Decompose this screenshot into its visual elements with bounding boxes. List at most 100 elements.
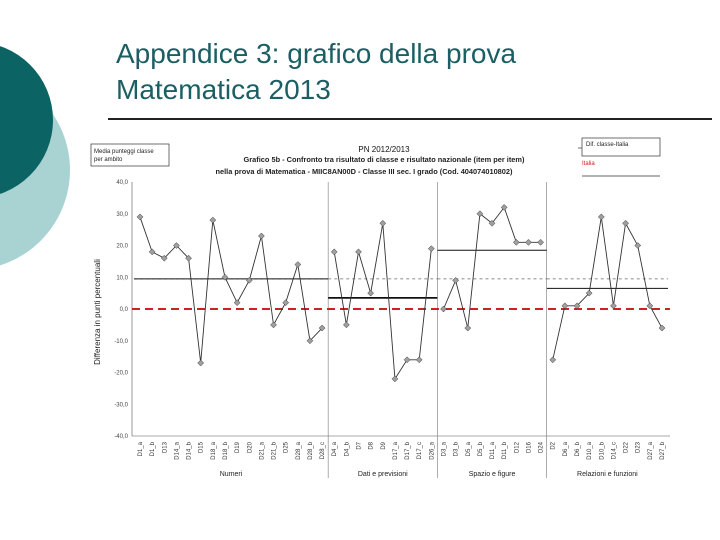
data-point-marker [318,324,326,332]
title-divider [108,118,712,120]
data-point-marker [148,248,156,256]
slide-title: Appendice 3: grafico della prova Matemat… [116,36,696,108]
x-tick-label: D25 [284,441,290,453]
data-point-marker [464,324,472,332]
data-point-marker [270,321,277,329]
data-point-marker [330,248,338,256]
comparison-chart: Media punteggi classe per ambito Dif. cl… [90,137,670,478]
data-point-marker [294,261,302,268]
group-labels: Numeri Dati e previsioni Spazio e figure Re… [220,471,638,478]
data-point-marker [282,299,290,307]
y-tick-label: -40,0 [114,434,128,440]
data-point-marker [427,245,435,253]
group-label: Relazioni e funzioni [577,471,638,478]
series-line [552,216,663,360]
data-point-marker [160,254,168,262]
data-point-marker [537,238,544,246]
y-tick-labels: 40,0 30,0 20,0 10,0 0,0 -10,0 -20,0 -30,0 -40,0 [114,180,128,440]
data-point-marker [343,321,350,329]
x-tick-label: D18_a [211,441,217,459]
data-point-marker [221,273,229,281]
x-tick-label: D4_a [332,441,338,456]
data-point-marker [440,305,447,313]
x-tick-label: D15 [199,441,205,453]
data-point-marker [585,289,593,297]
x-tick-label: D17_c [417,442,423,459]
x-tick-labels: D1_a D1_b D13 D14_a D14_b D15 D18_a D18_b D19 D20… [138,441,666,459]
reference-lines [132,249,670,310]
x-tick-label: D13 [162,441,168,453]
x-tick-label: D18_b [223,441,229,459]
data-point-marker [258,232,265,240]
y-tick-label: -30,0 [114,402,128,408]
data-point-marker [634,242,642,249]
x-tick-label: D27_a [648,441,654,459]
x-tick-label: D17_b [405,441,411,459]
data-point-marker [476,210,484,218]
series-class-diff [136,204,666,383]
legend-right-box [581,137,661,157]
x-tick-label: D5_a [466,441,472,456]
x-tick-label: D8 [369,441,375,449]
data-point-marker [597,213,605,221]
legend-left-box [90,143,170,167]
data-point-marker [622,219,629,227]
y-tick-label: -10,0 [114,339,128,345]
data-point-marker [173,242,180,249]
y-axis-label: Differenza in punti percentuali [93,259,102,365]
x-tick-label: D28_c [320,442,326,459]
decorative-circles [0,46,70,266]
y-tick-label: 0,0 [120,307,129,313]
x-tick-label: D20 [247,441,253,453]
x-tick-label: D10_a [587,441,593,459]
x-tick-label: D14_c [611,442,617,459]
group-label: Numeri [220,471,243,478]
data-point-marker [573,302,581,310]
legend-right-label-2: Italia [582,161,595,167]
legend-left-line-2: per ambito [94,157,123,163]
data-point-marker [306,337,314,345]
series-line [333,223,432,381]
data-point-marker [367,289,375,297]
x-tick-label: D17_a [393,441,399,459]
data-point-marker [185,254,192,262]
data-point-marker [488,219,496,227]
chart-subtitle-2: nella prova di Matematica - MIIC8AN00D -… [216,167,514,176]
x-tick-label: D10_b [599,441,605,459]
data-point-marker [136,213,144,221]
data-point-marker [355,248,362,256]
y-tick-label: -20,0 [114,371,128,377]
data-point-marker [245,277,253,284]
legend-left-line-1: Media punteggi classe [94,149,154,155]
x-tick-label: D9 [381,441,387,449]
x-tick-label: D21_a [259,441,265,459]
x-tick-label: D3_a [441,441,447,456]
legend-right-label-1: Dif. classe-Italia [586,142,629,148]
x-tick-label: D1_a [138,441,144,456]
data-point-marker [549,356,557,364]
slide-title-line-2: Matematica 2013 [116,74,331,105]
group-label: Dati e previsioni [358,471,408,478]
data-point-marker [658,324,666,332]
data-point-marker [403,356,411,364]
x-tick-label: D7 [357,441,363,449]
group-label: Spazio e figure [469,471,516,478]
chart-subtitle-1: Grafico 5b - Confronto tra risultato di … [244,155,525,164]
data-point-marker [379,219,387,227]
data-point-marker [415,356,423,364]
data-point-marker [610,302,617,310]
chart-container: Media punteggi classe per ambito Dif. cl… [88,134,682,478]
data-point-marker [500,204,508,211]
data-point-marker [525,238,532,246]
x-tick-label: D23 [636,441,642,453]
x-tick-label: D28_a [296,441,302,459]
x-tick-label: D11_b [502,441,508,459]
x-tick-label: D11_a [490,441,496,459]
slide-title-line-1: Appendice 3: grafico della prova [116,38,517,69]
x-tick-label: D6_b [575,441,581,456]
x-tick-label: D14_b [187,441,193,459]
data-point-marker [561,302,569,310]
x-tick-label: D16 [526,441,532,453]
x-tick-label: D3_b [454,441,460,456]
series-line [139,216,323,364]
